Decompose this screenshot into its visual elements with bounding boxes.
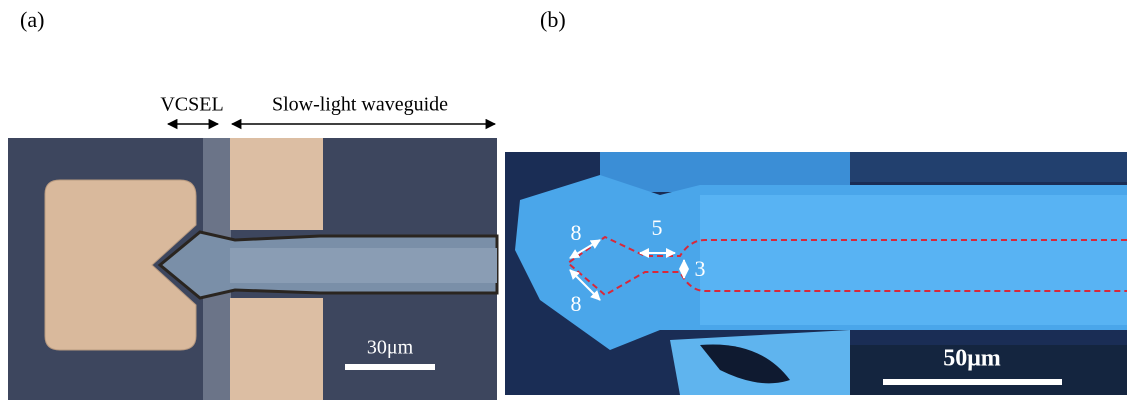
scale-label: 30μm bbox=[367, 337, 414, 359]
waveguide-label: Slow-light waveguide bbox=[272, 94, 448, 116]
scale-label: 50μm bbox=[943, 346, 1001, 372]
dimension-label: 5 bbox=[652, 215, 663, 240]
dimension-label: 3 bbox=[695, 256, 706, 281]
panel-label: (a) bbox=[20, 7, 44, 32]
vcsel-label: VCSEL bbox=[160, 94, 223, 116]
micrograph-b: 8 5 3 8 50μm bbox=[505, 152, 1127, 395]
micrograph-a: 30μm bbox=[8, 138, 497, 400]
dimension-label: 8 bbox=[571, 220, 582, 245]
panel-label: (b) bbox=[540, 7, 566, 32]
figure: (a) (b) VCSEL Slow-light waveguide 30μm … bbox=[0, 0, 1127, 403]
dimension-label: 8 bbox=[571, 291, 582, 316]
